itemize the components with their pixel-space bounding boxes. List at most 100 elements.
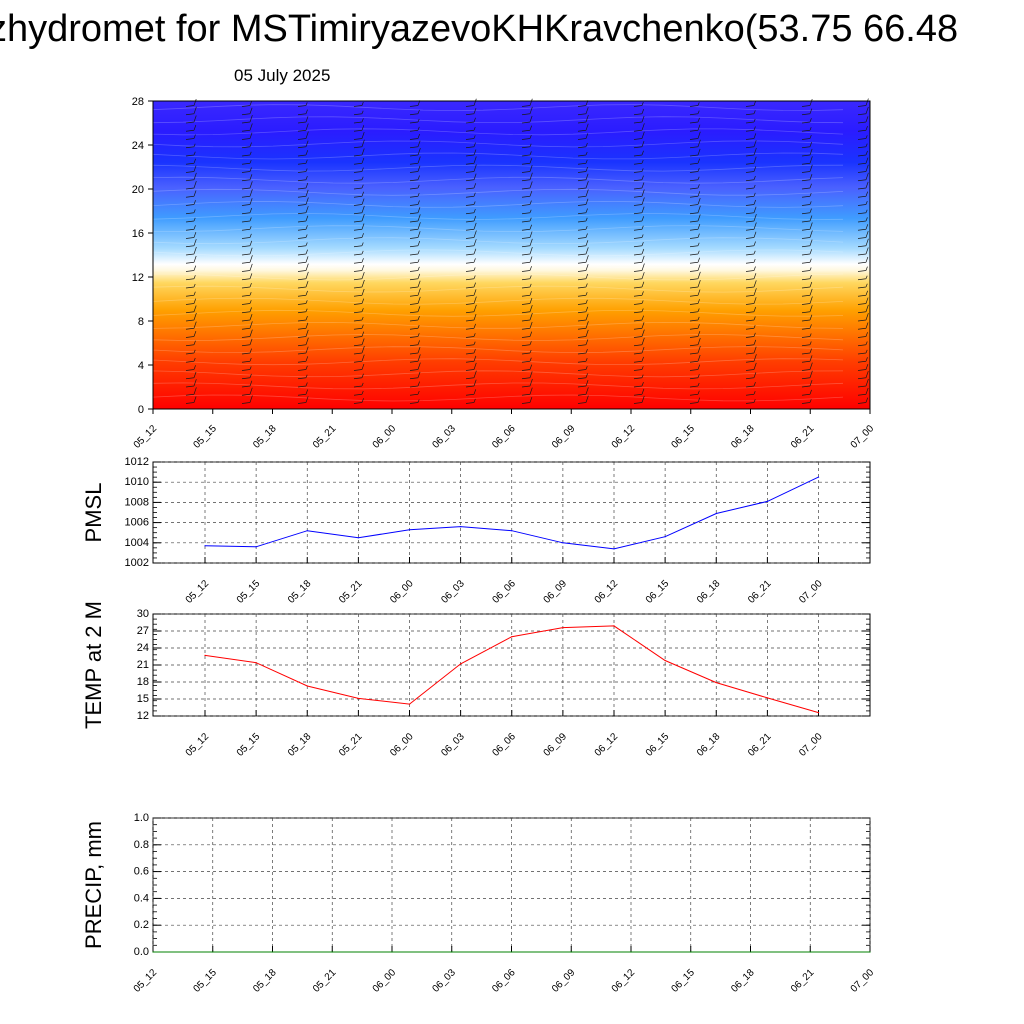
wind-barb xyxy=(857,304,869,314)
wind-barb xyxy=(577,180,589,190)
wind-barb xyxy=(801,281,813,289)
x-tick-label: 06_03 xyxy=(430,967,458,995)
x-tick-label: 06_09 xyxy=(542,731,570,759)
wind-barb xyxy=(633,281,645,289)
wind-barb xyxy=(689,280,701,289)
wind-barb xyxy=(185,172,197,182)
wind-barb xyxy=(409,118,420,124)
wind-barb xyxy=(185,106,197,116)
wind-barb xyxy=(353,233,364,239)
isotherm-contour xyxy=(152,104,844,112)
wind-barb xyxy=(801,118,812,124)
wind-barb xyxy=(745,339,757,347)
wind-barb xyxy=(577,247,589,256)
wind-barb xyxy=(577,123,589,132)
wind-barb xyxy=(353,157,365,165)
isotherm-contour xyxy=(152,213,844,220)
wind-barb xyxy=(465,258,476,264)
wind-barb xyxy=(185,158,196,165)
wind-barb xyxy=(633,315,644,322)
wind-barb xyxy=(857,230,869,239)
cross-section-panel: 0 4 8 12 16 20 24 28 05_12 05_15 05_18 05_21 06_00 06… xyxy=(132,96,877,451)
wind-barb xyxy=(801,399,812,404)
x-tick-label: 05_12 xyxy=(132,967,160,995)
wind-barb xyxy=(409,140,421,149)
y-tick-label: 1004 xyxy=(125,537,149,549)
wind-barb xyxy=(745,100,757,107)
wind-barb xyxy=(633,206,645,215)
wind-barb xyxy=(297,356,309,363)
wind-barb xyxy=(185,365,196,371)
wind-barb xyxy=(745,381,756,388)
y-tick-label: 8 xyxy=(138,316,144,328)
wind-barb xyxy=(353,191,364,198)
wind-barb xyxy=(297,374,308,380)
wind-barb xyxy=(297,271,309,281)
wind-barb xyxy=(185,396,197,404)
wind-barb xyxy=(409,147,421,157)
wind-barb xyxy=(577,151,588,157)
wind-barb xyxy=(353,167,364,173)
temp-point xyxy=(357,697,359,700)
wind-barb xyxy=(185,357,196,363)
temp-point xyxy=(562,627,564,629)
wind-barb xyxy=(241,174,253,182)
wind-barb xyxy=(521,190,533,198)
wind-barb xyxy=(745,140,757,149)
wind-barb xyxy=(745,231,757,239)
wind-barb xyxy=(745,110,756,116)
precip-point xyxy=(630,951,632,953)
x-tick-label: 05_12 xyxy=(132,423,160,451)
wind-barb xyxy=(689,242,700,248)
x-tick-label: 06_09 xyxy=(550,967,578,995)
wind-barb xyxy=(185,98,197,107)
x-tick-label: 05_21 xyxy=(311,423,339,451)
isotherm-contour xyxy=(152,164,844,172)
wind-barb xyxy=(353,148,365,157)
wind-barb xyxy=(633,140,645,149)
precip-point xyxy=(510,951,513,953)
wind-barb xyxy=(857,172,869,182)
x-tick-label: 06_18 xyxy=(729,967,757,995)
wind-barb xyxy=(465,267,476,272)
wind-barb xyxy=(185,231,197,239)
wind-barb xyxy=(633,300,644,305)
wind-barb xyxy=(801,333,812,338)
wind-barb xyxy=(241,307,252,314)
x-tick-label: 05_18 xyxy=(251,967,279,995)
wind-barb xyxy=(745,399,756,404)
wind-barb xyxy=(689,184,700,190)
wind-barb xyxy=(465,117,476,124)
wind-barb xyxy=(521,181,533,190)
x-tick-label: 06_06 xyxy=(490,423,518,451)
x-tick-label: 06_03 xyxy=(430,423,458,451)
wind-barb xyxy=(465,379,477,388)
wind-barb xyxy=(857,266,868,272)
temp-point xyxy=(511,636,513,638)
wind-barb xyxy=(857,341,868,347)
wind-barb xyxy=(185,298,197,305)
precip-point xyxy=(809,951,811,953)
wind-barb xyxy=(409,200,420,206)
wind-barb xyxy=(465,215,477,223)
wind-barb xyxy=(241,181,253,190)
wind-barb xyxy=(745,118,756,124)
wind-barb xyxy=(689,250,700,256)
x-tick-label: 06_15 xyxy=(644,578,672,606)
wind-barb xyxy=(241,207,253,215)
precip-point xyxy=(152,951,154,953)
x-tick-label: 05_15 xyxy=(191,967,219,995)
wind-barb xyxy=(465,201,476,206)
wind-barb xyxy=(857,98,869,107)
wind-barb xyxy=(409,184,420,190)
wind-barb xyxy=(465,296,477,305)
wind-barb xyxy=(521,321,533,330)
wind-barb xyxy=(185,165,197,173)
wind-barb xyxy=(185,134,196,140)
wind-barb xyxy=(521,106,533,116)
wind-barb xyxy=(577,273,589,281)
y-tick-label: 0.2 xyxy=(134,919,149,931)
isotherm-contour xyxy=(152,382,844,390)
wind-barb xyxy=(353,354,365,363)
wind-barb xyxy=(633,291,644,297)
